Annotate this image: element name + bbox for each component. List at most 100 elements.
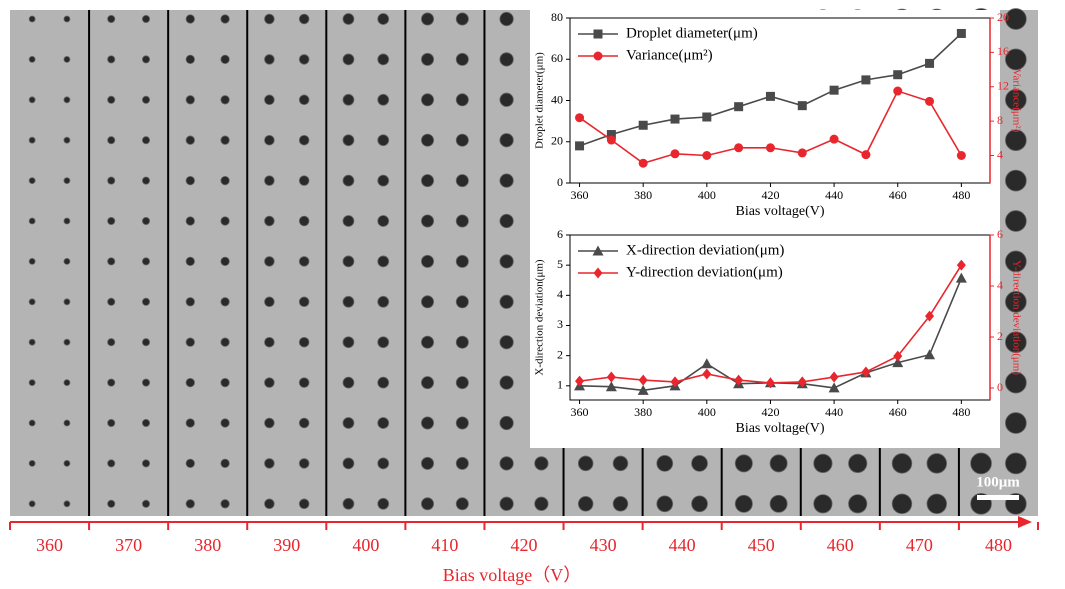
droplet bbox=[186, 338, 194, 346]
droplet bbox=[421, 13, 433, 25]
droplet bbox=[64, 420, 70, 426]
x-tick-label: 400 bbox=[698, 405, 716, 419]
droplet bbox=[64, 299, 70, 305]
droplet bbox=[64, 380, 70, 386]
strip-category-label: 370 bbox=[115, 535, 142, 555]
droplet bbox=[456, 175, 468, 187]
droplet bbox=[849, 454, 867, 472]
droplet bbox=[343, 337, 354, 348]
axis-arrow bbox=[1018, 516, 1032, 528]
y2-tick-label: 6 bbox=[997, 227, 1003, 241]
droplet bbox=[456, 296, 468, 308]
droplet bbox=[221, 338, 229, 346]
droplet bbox=[927, 454, 947, 474]
droplet bbox=[186, 500, 194, 508]
droplet bbox=[299, 95, 309, 105]
marker bbox=[957, 29, 966, 38]
x-tick-label: 460 bbox=[889, 188, 907, 202]
strip-category-label: 470 bbox=[906, 535, 933, 555]
legend-label: X-direction deviation(μm) bbox=[626, 242, 784, 258]
droplet bbox=[29, 258, 35, 264]
droplet bbox=[29, 380, 35, 386]
droplet bbox=[500, 416, 513, 429]
droplet bbox=[770, 495, 787, 512]
droplet bbox=[265, 499, 275, 509]
y2-tick-label: 12 bbox=[997, 79, 1009, 93]
droplet bbox=[378, 216, 389, 227]
droplet bbox=[735, 495, 752, 512]
x-tick-label: 440 bbox=[825, 188, 843, 202]
droplet bbox=[421, 377, 433, 389]
y2-tick-label: 0 bbox=[997, 380, 1003, 394]
droplet bbox=[186, 15, 194, 23]
droplet bbox=[142, 15, 149, 22]
droplet bbox=[299, 135, 309, 145]
droplet bbox=[186, 378, 194, 386]
strip-axis-title: Bias voltage（V） bbox=[443, 565, 581, 585]
droplet bbox=[378, 135, 389, 146]
droplet bbox=[29, 501, 35, 507]
legend-label: Droplet diameter(μm) bbox=[626, 25, 758, 41]
droplet bbox=[221, 15, 229, 23]
droplet bbox=[500, 53, 513, 66]
droplet bbox=[186, 96, 194, 104]
droplet bbox=[343, 54, 354, 65]
droplet bbox=[378, 498, 389, 509]
droplet bbox=[578, 496, 593, 511]
droplet bbox=[927, 494, 947, 514]
y-tick-label: 1 bbox=[557, 378, 563, 392]
scale-bar bbox=[977, 495, 1019, 500]
droplet bbox=[221, 257, 229, 265]
marker bbox=[798, 148, 807, 157]
droplet bbox=[343, 256, 354, 267]
marker bbox=[861, 75, 870, 84]
droplet bbox=[343, 135, 354, 146]
droplet bbox=[29, 137, 35, 143]
strip-category-label: 480 bbox=[985, 535, 1012, 555]
marker bbox=[702, 151, 711, 160]
strip-category-label: 430 bbox=[590, 535, 617, 555]
droplet bbox=[64, 258, 70, 264]
marker bbox=[607, 136, 616, 145]
droplet bbox=[421, 417, 433, 429]
droplet bbox=[142, 56, 149, 63]
droplet bbox=[108, 217, 115, 224]
droplet bbox=[265, 337, 275, 347]
droplet bbox=[343, 175, 354, 186]
marker bbox=[594, 30, 603, 39]
droplet bbox=[735, 455, 752, 472]
droplet bbox=[265, 297, 275, 307]
droplet bbox=[108, 15, 115, 22]
x-tick-label: 360 bbox=[571, 405, 589, 419]
strip-category-label: 450 bbox=[748, 535, 775, 555]
droplet bbox=[265, 257, 275, 267]
droplet bbox=[265, 55, 275, 65]
droplet bbox=[108, 419, 115, 426]
droplet bbox=[221, 217, 229, 225]
droplet bbox=[500, 93, 513, 106]
droplet bbox=[421, 296, 433, 308]
droplet bbox=[142, 339, 149, 346]
droplet bbox=[265, 135, 275, 145]
droplet bbox=[456, 134, 468, 146]
droplet bbox=[221, 176, 229, 184]
droplet bbox=[299, 216, 309, 226]
y2-axis-label: Y-direction deviation(μm) bbox=[1010, 260, 1022, 375]
droplet bbox=[378, 418, 389, 429]
droplet bbox=[421, 94, 433, 106]
scale-bar-label: 100μm bbox=[976, 474, 1020, 490]
legend-label: Variance(μm²) bbox=[626, 47, 713, 63]
marker bbox=[734, 102, 743, 111]
marker bbox=[861, 150, 870, 159]
droplet bbox=[64, 137, 70, 143]
droplet bbox=[814, 454, 832, 472]
droplet bbox=[221, 136, 229, 144]
droplet bbox=[535, 497, 548, 510]
droplet bbox=[613, 496, 628, 511]
droplet bbox=[29, 16, 35, 22]
droplet bbox=[378, 377, 389, 388]
droplet bbox=[108, 500, 115, 507]
x-tick-label: 380 bbox=[634, 188, 652, 202]
droplet bbox=[29, 218, 35, 224]
droplet bbox=[186, 176, 194, 184]
